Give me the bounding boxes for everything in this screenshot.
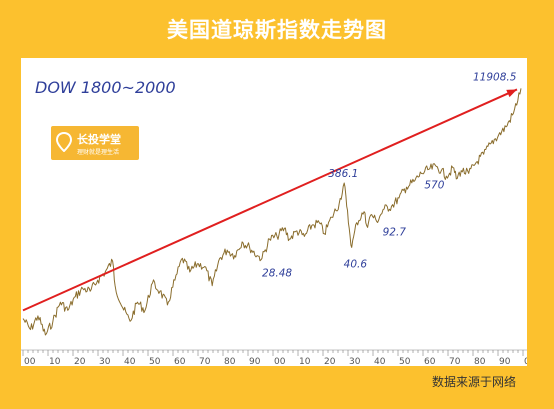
- annotation-label: 11908.5: [473, 71, 517, 83]
- x-tick-label: 80: [474, 357, 486, 366]
- x-tick-label: 0: [524, 357, 527, 366]
- x-tick-label: 20: [324, 357, 336, 366]
- x-tick-label: 10: [299, 357, 311, 366]
- page-title: 美国道琼斯指数走势图: [167, 18, 387, 42]
- chart-canvas: 00 10 20 30 40 50 60 70 80 90 00 10 20 30 40 50 60 70 80 90…: [21, 71, 527, 366]
- x-tick-label: 70: [449, 357, 461, 366]
- logo-badge: 长投学堂 理财就是理生活: [51, 126, 139, 160]
- x-tick-label: 30: [349, 357, 361, 366]
- x-tick-label: 00: [24, 357, 36, 366]
- trend-arrow-group: [22, 88, 518, 312]
- annotation-labels: 28.48 386.1 40.6 92.7 570 11908.5: [262, 71, 517, 279]
- x-tick-label: 60: [424, 357, 436, 366]
- logo-slogan: 理财就是理生活: [77, 149, 120, 156]
- x-tick-label: 30: [99, 357, 111, 366]
- x-tick-label: 00: [274, 357, 286, 366]
- series-group: [22, 88, 522, 336]
- trend-arrow-head: [506, 89, 517, 98]
- annotation-label: 40.6: [344, 258, 368, 270]
- x-tick-label: 50: [399, 357, 411, 366]
- x-tick-label: 90: [499, 357, 511, 366]
- source-note: 数据来源于网络: [431, 375, 516, 389]
- x-tick-label: 70: [199, 357, 211, 366]
- x-tick-label: 40: [374, 357, 386, 366]
- x-tick-label: 60: [174, 357, 186, 366]
- x-tick-label: 50: [149, 357, 161, 366]
- annotation-label: 570: [424, 180, 444, 192]
- x-axis-ticks: 00 10 20 30 40 50 60 70 80 90 00 10 20 30 40 50 60 70 80 90…: [21, 349, 527, 366]
- trend-arrow-line: [22, 88, 518, 312]
- chart-panel: 00 10 20 30 40 50 60 70 80 90 00 10 20 30 40 50 60 70 80 90…: [21, 58, 527, 366]
- chart-title: DOW 1800~2000: [35, 78, 176, 97]
- x-tick-label: 80: [224, 357, 236, 366]
- dow-price-line: [22, 88, 522, 336]
- logo-name: 长投学堂: [77, 133, 121, 146]
- x-tick-label: 40: [124, 357, 136, 366]
- annotation-label: 28.48: [262, 267, 292, 279]
- x-tick-label: 90: [249, 357, 261, 366]
- location-pin-icon: [56, 132, 72, 152]
- x-tick-label: 10: [49, 357, 61, 366]
- annotation-label: 92.7: [383, 226, 407, 238]
- annotation-label: 386.1: [328, 168, 358, 180]
- x-tick-label: 20: [74, 357, 86, 366]
